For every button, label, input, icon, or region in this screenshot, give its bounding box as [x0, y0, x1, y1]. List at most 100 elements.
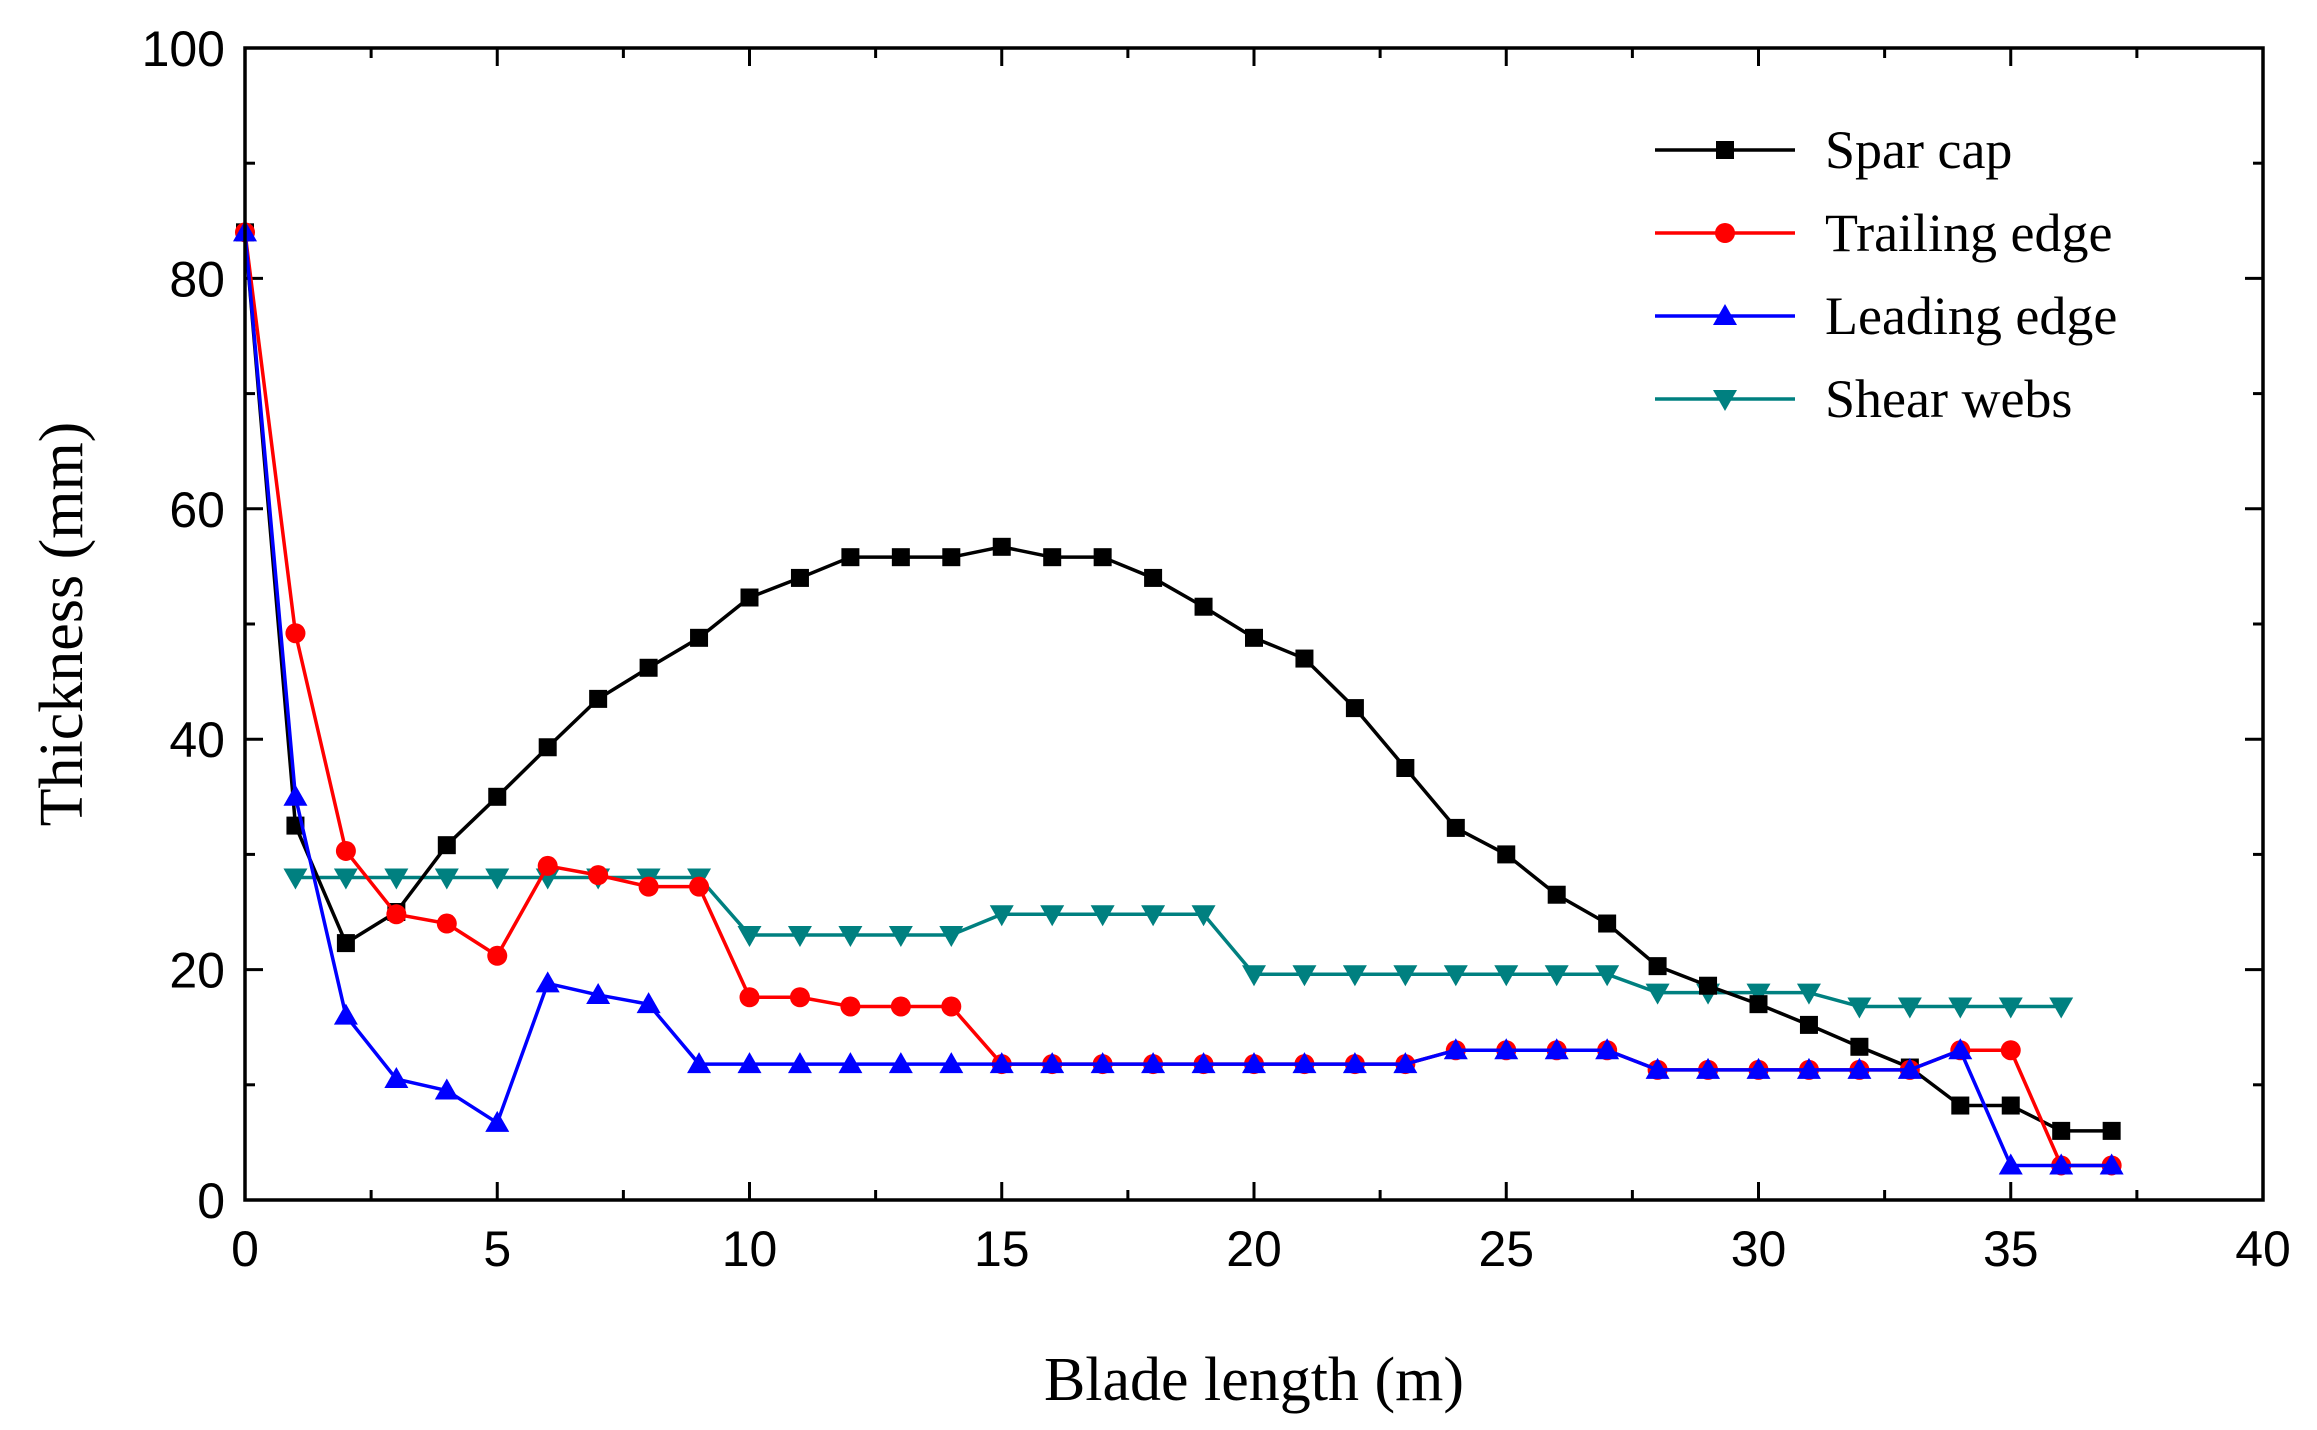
- legend-label: Trailing edge: [1825, 203, 2112, 263]
- series-line-spar-cap: [243, 232, 2112, 1133]
- x-axis-title: Blade length (m): [1044, 1346, 1464, 1414]
- data-point-shear-webs: [1796, 983, 1821, 1005]
- data-point-shear-webs: [1948, 997, 1973, 1019]
- data-point-leading-edge: [1796, 1057, 1821, 1079]
- x-tick-label: 15: [974, 1221, 1030, 1277]
- data-point-spar-cap: [790, 568, 809, 587]
- x-tick-label: 0: [231, 1221, 259, 1277]
- series-shear-webs: [283, 868, 2074, 1019]
- data-point-shear-webs: [939, 926, 964, 948]
- data-point-shear-webs: [1847, 997, 1872, 1019]
- series-spar-cap: [236, 223, 2121, 1140]
- data-point-leading-edge: [434, 1078, 459, 1100]
- data-point-spar-cap: [1799, 1015, 1818, 1034]
- data-point-spar-cap: [1547, 885, 1566, 904]
- data-point-shear-webs: [1746, 983, 1771, 1005]
- data-point-spar-cap: [841, 548, 860, 567]
- data-point-spar-cap: [740, 588, 759, 607]
- x-tick-label: 30: [1731, 1221, 1787, 1277]
- data-point-trailing-edge: [335, 840, 356, 861]
- data-point-leading-edge: [989, 1052, 1014, 1074]
- data-point-trailing-edge: [890, 996, 911, 1017]
- series-line-leading-edge: [243, 232, 2112, 1168]
- data-point-shear-webs: [1443, 965, 1468, 987]
- data-point-spar-cap: [2001, 1096, 2020, 1115]
- data-point-leading-edge: [1897, 1057, 1922, 1079]
- legend-marker: [1716, 141, 1734, 159]
- data-point-shear-webs: [1998, 997, 2023, 1019]
- data-point-shear-webs: [787, 926, 812, 948]
- data-point-leading-edge: [939, 1052, 964, 1074]
- data-point-leading-edge: [1090, 1052, 1115, 1074]
- data-point-shear-webs: [1242, 965, 1266, 987]
- data-point-spar-cap: [2102, 1121, 2121, 1140]
- data-point-leading-edge: [1847, 1057, 1872, 1079]
- data-point-leading-edge: [485, 1110, 510, 1132]
- data-point-leading-edge: [1544, 1038, 1569, 1060]
- x-tick-label: 10: [722, 1221, 778, 1277]
- data-point-leading-edge: [1242, 1052, 1266, 1074]
- data-point-spar-cap: [589, 689, 608, 708]
- data-point-trailing-edge: [588, 865, 609, 886]
- y-tick-label: 20: [169, 943, 225, 999]
- data-point-leading-edge: [535, 971, 560, 993]
- data-point-spar-cap: [891, 548, 910, 567]
- data-point-spar-cap: [1396, 759, 1415, 777]
- y-tick-label: 40: [169, 712, 225, 768]
- data-point-shear-webs: [1342, 965, 1367, 987]
- data-point-leading-edge: [787, 1052, 812, 1074]
- data-point-leading-edge: [1292, 1052, 1317, 1074]
- data-point-shear-webs: [1595, 965, 1620, 987]
- data-point-spar-cap: [1144, 568, 1163, 587]
- data-point-leading-edge: [2049, 1153, 2074, 1175]
- data-point-spar-cap: [1245, 628, 1263, 647]
- data-point-leading-edge: [687, 1052, 712, 1074]
- data-point-leading-edge: [2099, 1153, 2124, 1175]
- series-layer: [233, 220, 2124, 1176]
- data-point-leading-edge: [1948, 1038, 1973, 1060]
- data-point-trailing-edge: [2000, 1040, 2021, 1061]
- data-point-shear-webs: [283, 868, 308, 890]
- data-point-shear-webs: [384, 868, 409, 890]
- y-tick-label: 0: [197, 1173, 225, 1229]
- data-point-leading-edge: [586, 982, 611, 1004]
- data-point-leading-edge: [1696, 1057, 1721, 1079]
- x-tick-label: 20: [1226, 1221, 1282, 1277]
- data-point-shear-webs: [1292, 965, 1317, 987]
- data-point-trailing-edge: [436, 913, 457, 934]
- data-point-trailing-edge: [739, 987, 760, 1008]
- legend-item-trailing-edge: Trailing edge: [1655, 203, 2112, 263]
- data-point-leading-edge: [888, 1052, 913, 1074]
- legend-item-spar-cap: Spar cap: [1655, 120, 2012, 180]
- data-point-spar-cap: [942, 548, 961, 567]
- data-point-spar-cap: [1598, 914, 1617, 933]
- legend-label: Leading edge: [1825, 286, 2117, 346]
- data-point-leading-edge: [1494, 1038, 1519, 1060]
- data-point-spar-cap: [1446, 818, 1465, 837]
- data-point-leading-edge: [1342, 1052, 1367, 1074]
- data-point-shear-webs: [485, 868, 510, 890]
- data-point-trailing-edge: [638, 876, 659, 897]
- legend-item-leading-edge: Leading edge: [1655, 286, 2117, 346]
- data-point-trailing-edge: [840, 996, 861, 1017]
- data-point-shear-webs: [434, 868, 459, 890]
- legend-marker: [1715, 223, 1735, 243]
- legend-marker: [1713, 390, 1737, 411]
- legend-label: Spar cap: [1825, 120, 2012, 180]
- data-point-shear-webs: [1494, 965, 1519, 987]
- data-point-shear-webs: [1040, 905, 1065, 927]
- data-point-shear-webs: [1897, 997, 1922, 1019]
- data-point-leading-edge: [737, 1052, 762, 1074]
- data-point-trailing-edge: [487, 945, 508, 966]
- data-point-shear-webs: [737, 926, 762, 948]
- data-point-leading-edge: [1141, 1052, 1166, 1074]
- data-point-leading-edge: [1645, 1057, 1670, 1079]
- plot-area-frame: [243, 46, 2265, 1202]
- y-axis-title: Thickness (mm): [28, 422, 96, 827]
- data-point-spar-cap: [1951, 1096, 1970, 1115]
- data-point-leading-edge: [1191, 1052, 1216, 1074]
- data-point-spar-cap: [1749, 995, 1768, 1014]
- data-point-spar-cap: [1345, 699, 1364, 718]
- data-point-leading-edge: [283, 784, 308, 806]
